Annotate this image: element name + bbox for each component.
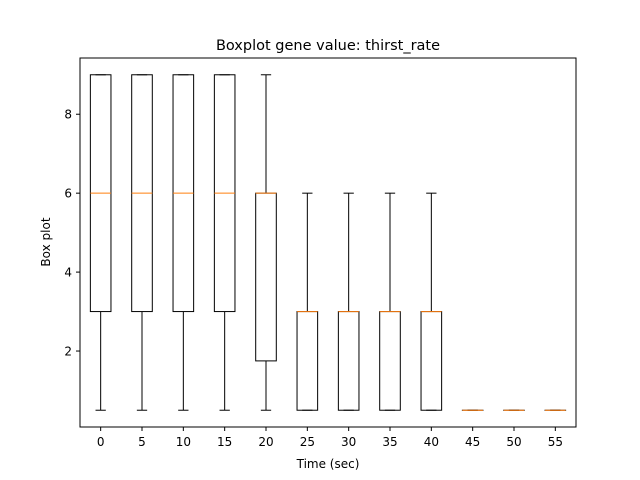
x-tick-label: 50 [506, 435, 521, 449]
x-tick-label: 25 [300, 435, 315, 449]
box-15 [213, 74, 236, 411]
box-25 [296, 192, 319, 411]
x-tick-label: 10 [176, 435, 191, 449]
x-tick-label: 45 [465, 435, 480, 449]
x-tick-label: 15 [217, 435, 232, 449]
y-tick-label: 4 [64, 266, 72, 280]
y-tick-label: 2 [64, 345, 72, 359]
box-10 [172, 74, 195, 411]
box-5 [131, 74, 153, 411]
x-tick-label: 20 [258, 435, 273, 449]
box-35 [379, 192, 401, 411]
x-tick-label: 55 [548, 435, 563, 449]
chart-title: Boxplot gene value: thirst_rate [216, 38, 440, 54]
x-axis-label: Time (sec) [296, 457, 360, 471]
x-axis: 0 5 10 15 20 25 30 35 40 45 50 55 [97, 427, 563, 449]
x-tick-label: 30 [341, 435, 356, 449]
x-tick-label: 35 [382, 435, 397, 449]
box-20 [255, 74, 277, 411]
axes-frame [79, 57, 577, 428]
box-0 [89, 74, 112, 411]
box-30 [337, 192, 360, 411]
y-axis: 2 4 6 8 [64, 108, 80, 359]
y-tick-label: 8 [64, 108, 72, 122]
y-tick-label: 6 [64, 187, 72, 201]
x-tick-label: 5 [138, 435, 146, 449]
box-40 [420, 192, 443, 411]
x-tick-label: 40 [424, 435, 439, 449]
y-axis-label: Box plot [39, 217, 53, 266]
plot-area [89, 74, 567, 411]
x-tick-label: 0 [97, 435, 105, 449]
